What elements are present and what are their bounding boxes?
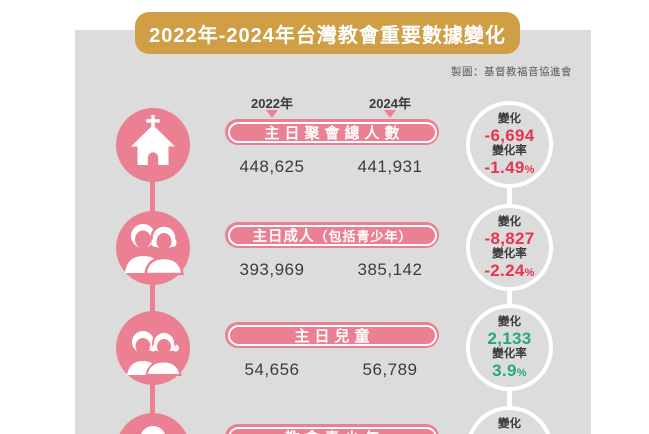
change-value: 2,133: [487, 328, 532, 348]
change-rate-label: 變化率: [492, 347, 527, 360]
column-header-2022: 2022年: [251, 96, 293, 111]
change-circle: 變化 -8,827 變化率 -2.24%: [466, 204, 553, 291]
adults-icon: [116, 211, 190, 285]
value-2022: 54,656: [244, 360, 300, 379]
change-circle: 變化 -6,694 變化率 -1.49%: [466, 101, 553, 188]
value-2024: 441,931: [357, 157, 423, 176]
table-row: 主日成人 （包括青少年） 393,969 385,142 變化 -8,827 變化…: [75, 203, 591, 293]
table-row: 主日聚會總人數 448,625 441,931 變化 -6,694 變化率 -1…: [75, 100, 591, 190]
church-icon: [116, 108, 190, 182]
change-circle: 變化 變化率: [466, 406, 553, 434]
rate-number: 3.9: [492, 360, 517, 380]
column-header-2024: 2024年: [369, 96, 411, 111]
content-canvas: 2022年 2024年 主日聚會總人數 448,625 441,931: [75, 30, 591, 434]
category-pill: 主日兒童: [225, 322, 439, 348]
percent-sign: %: [524, 163, 535, 176]
category-label-suffix: （包括青少年）: [314, 228, 413, 244]
category-label: 主日聚會總人數: [264, 124, 405, 142]
percent-sign: %: [516, 366, 527, 379]
arrow-down-icon: [266, 110, 278, 118]
page-title: 2022年-2024年台灣教會重要數據變化: [149, 24, 506, 47]
children-icon: [116, 311, 190, 385]
category-pill: 主日聚會總人數: [225, 119, 439, 145]
change-rate-label: 變化率: [492, 247, 527, 260]
title-banner: 2022年-2024年台灣教會重要數據變化: [135, 12, 520, 54]
change-label: 變化: [498, 315, 521, 328]
table-row: 主日兒童 54,656 56,789 變化 2,133 變化率 3.9%: [75, 303, 591, 393]
arrow-down-icon: [384, 110, 396, 118]
change-label: 變化: [498, 215, 521, 228]
change-circle: 變化 2,133 變化率 3.9%: [466, 304, 553, 391]
value-2024: 385,142: [357, 260, 423, 279]
category-label: 主日成人: [252, 228, 315, 245]
change-rate-value: -2.24%: [484, 261, 534, 280]
category-label: 教會青少年: [279, 427, 384, 434]
change-label: 變化: [498, 112, 521, 125]
youth-icon: [116, 413, 190, 434]
category-label: 主日兒童: [294, 327, 375, 345]
value-2024: 56,789: [362, 360, 418, 379]
rate-number: -2.24: [484, 260, 525, 280]
category-pill: 主日成人 （包括青少年）: [225, 222, 439, 248]
value-2022: 448,625: [239, 157, 305, 176]
category-pill: 教會青少年: [225, 424, 439, 434]
value-2022: 393,969: [239, 260, 305, 279]
change-rate-value: -1.49%: [484, 158, 534, 177]
change-value: -8,827: [484, 228, 535, 248]
table-row: 教會青少年 變化 變化率: [75, 405, 591, 434]
change-rate-value: 3.9%: [492, 361, 527, 380]
rate-number: -1.49: [484, 157, 525, 177]
change-rate-label: 變化率: [492, 144, 527, 157]
credit-text: 製圖：基督教福音協進會: [451, 66, 572, 78]
percent-sign: %: [524, 266, 535, 279]
change-value: -6,694: [484, 125, 535, 145]
change-label: 變化: [498, 417, 521, 430]
